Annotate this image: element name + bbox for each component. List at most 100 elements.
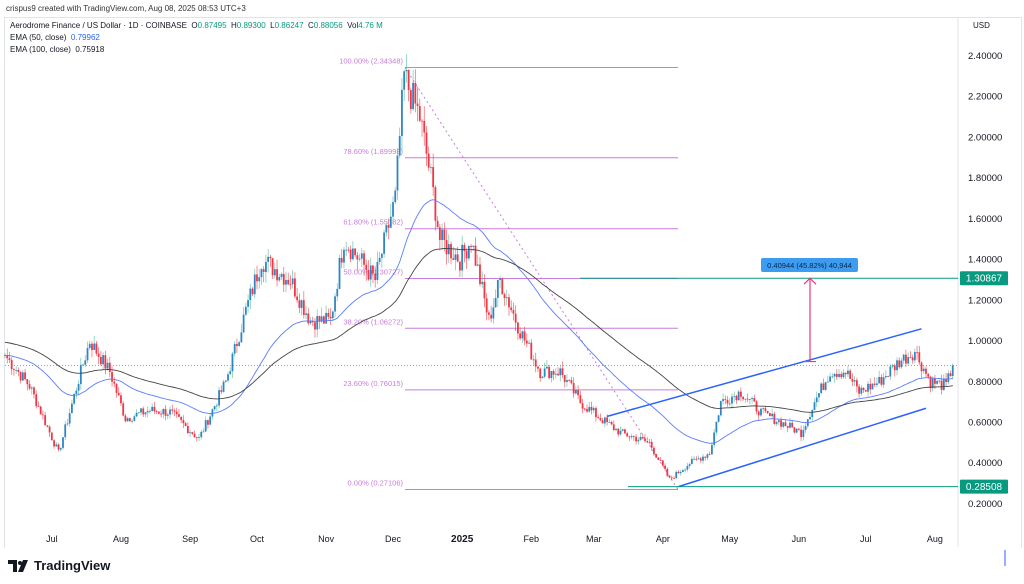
candle-up <box>265 261 267 273</box>
candle-up <box>777 420 780 423</box>
candle-up <box>690 458 693 465</box>
candle-up <box>621 429 624 431</box>
x-tick-label: Jul <box>860 534 872 544</box>
candle-up <box>343 249 345 263</box>
candle-up <box>86 347 89 361</box>
candle-up <box>73 393 76 404</box>
candle-up <box>751 398 753 400</box>
candle-down <box>746 398 749 400</box>
y-tick-label: 1.60000 <box>968 214 1002 225</box>
candle-down <box>624 429 626 434</box>
candle-down <box>925 368 927 374</box>
candle-down <box>568 380 571 381</box>
candle-down <box>443 229 446 240</box>
candle-down <box>793 427 796 433</box>
candle-down <box>314 322 316 330</box>
candle-up <box>131 420 134 422</box>
candle-up <box>737 391 740 401</box>
candle-up <box>316 316 319 330</box>
candle-down <box>220 390 223 392</box>
candle-up <box>630 436 633 438</box>
candle-down <box>501 278 504 295</box>
candle-up <box>702 456 704 461</box>
candle-up <box>615 428 617 430</box>
candle-down <box>650 441 653 448</box>
tradingview-logo[interactable]: TradingView <box>8 558 110 573</box>
x-tick-label: Jun <box>792 534 807 544</box>
candle-down <box>887 376 889 377</box>
candle-down <box>470 245 472 247</box>
candle-down <box>644 438 646 442</box>
y-tick-label: 2.00000 <box>968 132 1002 143</box>
candle-down <box>510 307 513 311</box>
candle-up <box>215 405 218 407</box>
candle-down <box>427 153 430 168</box>
fib-level-label: 78.60% (1.89998) <box>343 147 403 156</box>
candle-up <box>79 364 82 385</box>
ema50-row[interactable]: EMA (50, close) 0.79962 <box>10 32 383 44</box>
candle-down <box>178 414 180 417</box>
candle-down <box>557 373 559 376</box>
channel-upper-line <box>606 328 922 418</box>
candle-down <box>479 264 481 285</box>
candle-up <box>21 372 24 381</box>
ema100-label: EMA (100, close) <box>10 45 71 54</box>
candle-up <box>278 276 281 281</box>
candle-up <box>545 366 548 369</box>
candle-down <box>425 132 428 154</box>
candle-down <box>563 375 566 382</box>
candle-down <box>387 225 390 228</box>
candle-up <box>389 216 392 228</box>
candle-up <box>229 371 232 375</box>
candle-up <box>55 444 58 447</box>
candle-up <box>528 342 530 344</box>
candle-down <box>666 468 669 476</box>
candle-up <box>481 281 484 285</box>
candle-down <box>791 422 794 428</box>
candle-down <box>523 331 526 341</box>
candle-up <box>369 265 372 280</box>
candle-down <box>949 373 952 376</box>
candle-up <box>253 274 256 295</box>
candle-down <box>945 379 947 383</box>
candle-up <box>789 422 791 428</box>
symbol-title[interactable]: Aerodrome Finance / US Dollar · 1D · COI… <box>10 21 187 30</box>
y-tick-label: 1.80000 <box>968 173 1002 184</box>
candle-down <box>851 378 854 382</box>
candle-down <box>581 403 584 409</box>
y-tick-label: 2.40000 <box>968 51 1002 62</box>
candle-down <box>287 279 290 285</box>
measure-arrowhead-icon <box>803 277 817 363</box>
candle-down <box>282 273 285 285</box>
candle-down <box>157 411 160 414</box>
candle-down <box>724 399 727 400</box>
candle-down <box>322 316 325 324</box>
tradingview-logo-icon <box>8 559 28 572</box>
candle-down <box>635 436 637 442</box>
candle-down <box>409 90 412 110</box>
candle-down <box>349 249 352 260</box>
candle-up <box>258 277 261 282</box>
candle-up <box>891 365 894 367</box>
candle-down <box>508 297 510 308</box>
high-value: 0.89300 <box>236 21 266 30</box>
y-tick-label: 1.40000 <box>968 255 1002 266</box>
ema100-row[interactable]: EMA (100, close) 0.75918 <box>10 44 383 56</box>
candle-down <box>465 251 468 259</box>
candle-up <box>30 387 33 389</box>
candle-up <box>222 381 225 392</box>
candle-down <box>450 244 452 259</box>
chart-frame <box>4 17 1022 548</box>
candle-up <box>461 244 464 271</box>
candle-up <box>231 353 234 372</box>
candle-up <box>775 422 778 424</box>
candle-down <box>438 227 441 241</box>
candle-up <box>149 410 151 412</box>
candle-down <box>911 357 914 361</box>
candle-up <box>900 360 903 368</box>
candle-up <box>345 249 348 251</box>
candle-down <box>483 281 486 299</box>
candle-up <box>209 416 212 425</box>
candle-up <box>608 421 611 423</box>
